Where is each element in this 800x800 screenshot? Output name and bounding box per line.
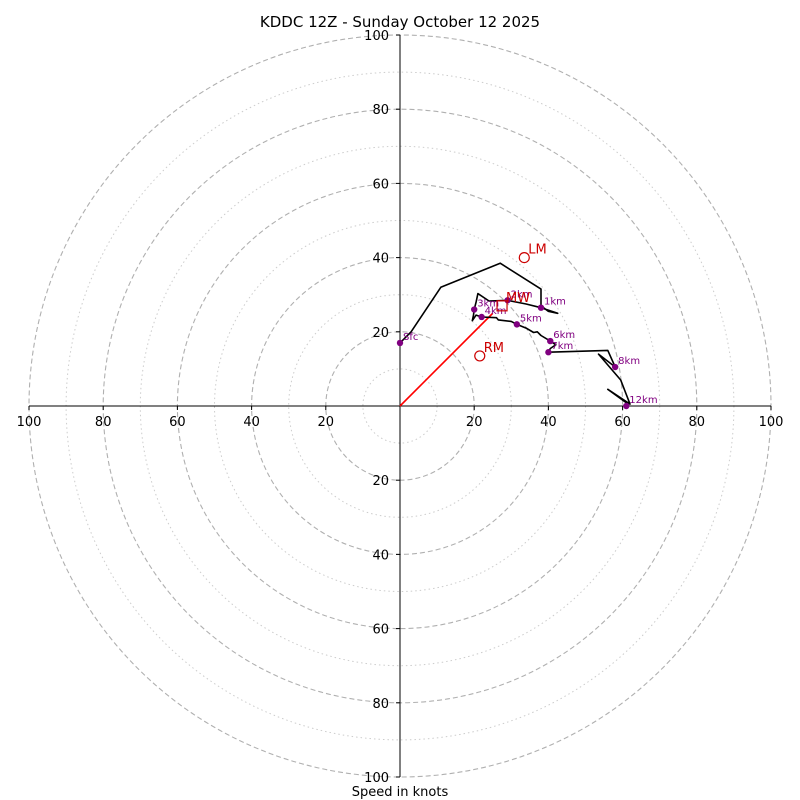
- storm-motion-marker: [518, 252, 530, 264]
- height-marker-label: Sfc: [403, 332, 418, 343]
- hodograph-trace: [399, 262, 631, 407]
- y-tick-label: 60: [372, 623, 389, 638]
- storm-motion-label: LM: [528, 243, 546, 258]
- height-marker: [623, 402, 630, 410]
- y-tick-label: 60: [372, 177, 389, 192]
- y-tick-label: 100: [364, 29, 389, 44]
- height-marker-label: 12km: [629, 395, 657, 406]
- x-tick-label: 100: [759, 415, 784, 430]
- height-marker: [547, 337, 554, 345]
- y-tick-label: 80: [372, 697, 389, 712]
- height-marker-label: 4km: [485, 306, 507, 317]
- x-tick-label: 80: [689, 415, 706, 430]
- shear-vector-group: [399, 312, 494, 407]
- y-tick-label: 20: [372, 474, 389, 489]
- y-tick-label: 40: [372, 252, 389, 267]
- y-tick-label: 80: [372, 103, 389, 118]
- x-tick-label: 80: [95, 415, 112, 430]
- height-marker: [537, 304, 545, 311]
- y-tick-label: 40: [372, 548, 389, 563]
- x-tick-label: 40: [540, 415, 557, 430]
- tick-labels: 100 80 60 40 20 20 40 60 80 100 100 80 60 40 20 20 40 60 8…: [17, 29, 784, 786]
- shear-vector: [399, 312, 494, 407]
- storm-motion-marker: [474, 350, 486, 362]
- x-tick-label: 60: [614, 415, 631, 430]
- height-marker: [513, 321, 521, 328]
- x-axis-label: Speed in knots: [352, 785, 449, 800]
- hodograph-trace-group: [399, 262, 631, 407]
- height-marker: [611, 363, 619, 371]
- chart-title: KDDC 12Z - Sunday October 12 2025: [260, 13, 540, 31]
- height-marker-label: 6km: [553, 330, 575, 341]
- y-tick-label: 20: [372, 326, 389, 341]
- x-tick-label: 20: [318, 415, 335, 430]
- height-marker: [396, 339, 404, 347]
- x-tick-label: 60: [169, 415, 186, 430]
- height-marker-label: 3km: [477, 299, 499, 310]
- x-tick-label: 40: [243, 415, 260, 430]
- height-marker: [545, 349, 552, 356]
- x-tick-label: 100: [17, 415, 42, 430]
- mean-wind-marker: [496, 300, 508, 312]
- storm-motion-markers: LM RM MW: [474, 243, 547, 362]
- height-marker-label: 2km: [511, 289, 533, 300]
- storm-motion-label: RM: [484, 341, 504, 356]
- y-tick-label: 100: [364, 771, 389, 786]
- x-tick-label: 20: [466, 415, 483, 430]
- height-marker: [471, 306, 478, 313]
- height-marker: [478, 313, 485, 321]
- storm-motion-label: MW: [506, 291, 530, 306]
- height-marker-label: 5km: [520, 313, 542, 324]
- height-marker-label: 1km: [544, 297, 566, 308]
- height-marker-label: 7km: [551, 341, 573, 352]
- height-marker-label: 8km: [618, 356, 640, 367]
